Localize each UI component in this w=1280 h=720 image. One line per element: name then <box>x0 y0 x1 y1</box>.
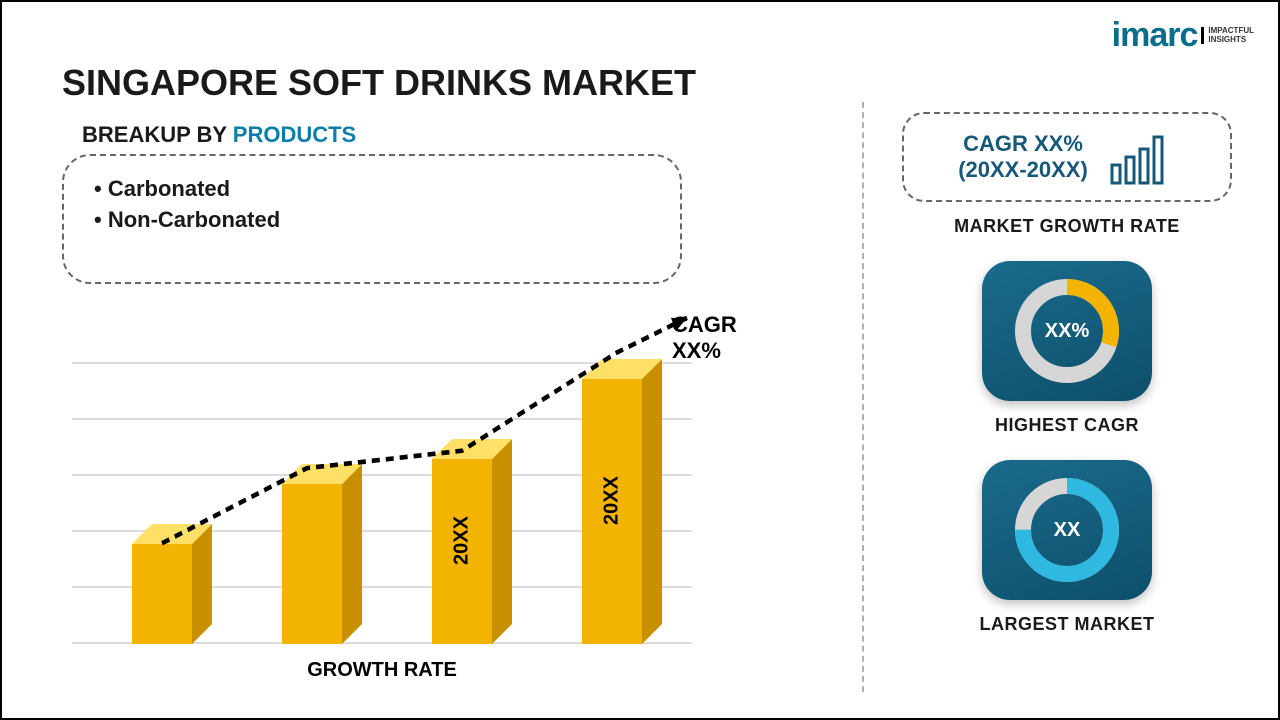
market-growth-rate-label: MARKET GROWTH RATE <box>954 216 1180 237</box>
logo-tagline: IMPACTFULINSIGHTS <box>1201 27 1254 45</box>
chart-bar: 20XX <box>432 459 492 644</box>
highest-cagr-label: HIGHEST CAGR <box>995 415 1139 436</box>
products-box: CarbonatedNon-Carbonated <box>62 154 682 284</box>
bar-growth-icon <box>1106 127 1176 187</box>
chart-bar: 20XX <box>582 379 642 644</box>
highest-cagr-tile: XX% <box>982 261 1152 401</box>
product-item: Non-Carbonated <box>94 205 650 236</box>
subtitle-accent: PRODUCTS <box>233 122 356 147</box>
largest-market-tile: XX <box>982 460 1152 600</box>
subtitle-prefix: BREAKUP BY <box>82 122 233 147</box>
brand-logo: imarc IMPACTFULINSIGHTS <box>1112 16 1254 55</box>
logo-text: imarc <box>1112 16 1198 55</box>
largest-market-label: LARGEST MARKET <box>980 614 1155 635</box>
right-panel: CAGR XX% (20XX-20XX) MARKET GROWTH RATE … <box>882 112 1252 659</box>
highest-cagr-value: XX% <box>1045 320 1089 343</box>
cagr-line1: CAGR XX% <box>958 131 1088 157</box>
growth-bar-chart: 20XX20XX CAGR XX% GROWTH RATE <box>72 312 692 682</box>
breakup-subtitle: BREAKUP BY PRODUCTS <box>82 122 356 148</box>
cagr-line2: (20XX-20XX) <box>958 157 1088 183</box>
chart-floor: 20XX 20XX <box>72 364 692 644</box>
chart-bar <box>282 484 342 644</box>
x-axis-label: GROWTH RATE <box>307 659 457 682</box>
page-title: SINGAPORE SOFT DRINKS MARKET <box>62 62 696 104</box>
chart-bar <box>132 544 192 644</box>
vertical-divider <box>862 102 864 692</box>
largest-market-value: XX <box>1054 519 1081 542</box>
cagr-annotation: CAGR XX% <box>672 312 737 364</box>
cagr-summary-box: CAGR XX% (20XX-20XX) <box>902 112 1232 202</box>
cagr-summary-text: CAGR XX% (20XX-20XX) <box>958 131 1088 184</box>
product-item: Carbonated <box>94 174 650 205</box>
products-list: CarbonatedNon-Carbonated <box>94 174 650 236</box>
